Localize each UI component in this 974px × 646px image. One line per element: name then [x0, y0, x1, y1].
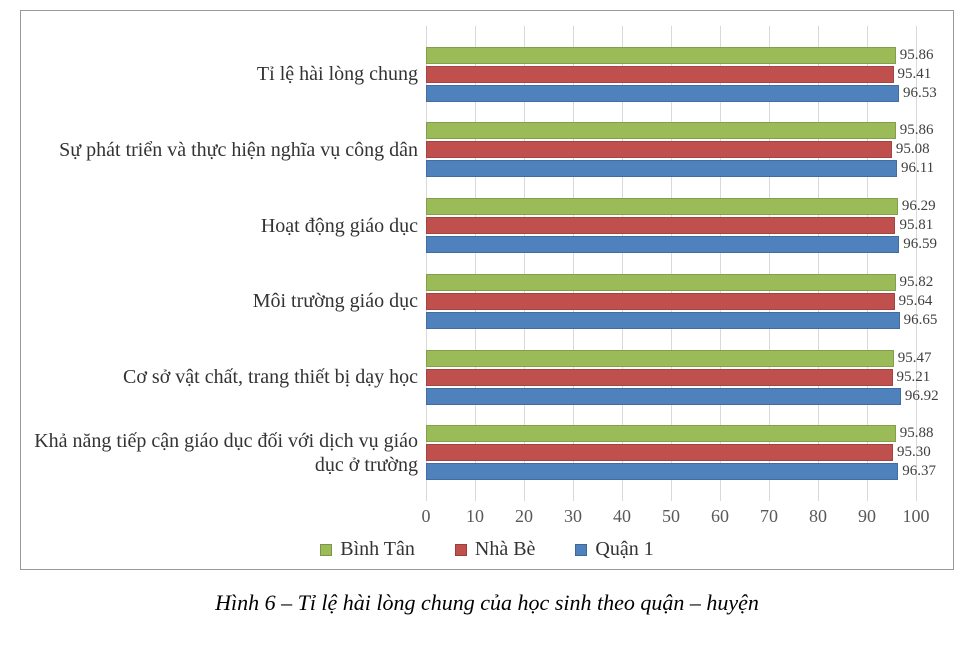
legend-swatch [455, 544, 467, 556]
bar [426, 122, 896, 139]
bar [426, 160, 897, 177]
bar-value-label: 96.92 [905, 388, 939, 405]
legend-swatch [320, 544, 332, 556]
x-tick-label: 20 [515, 506, 533, 527]
bar [426, 217, 895, 234]
x-tick-label: 40 [613, 506, 631, 527]
legend-label: Nhà Bè [475, 538, 536, 561]
bar-value-label: 95.81 [899, 217, 933, 234]
bar-value-label: 95.64 [899, 293, 933, 310]
category-label: Môi trường giáo dục [26, 274, 418, 329]
bar-value-label: 95.47 [898, 350, 932, 367]
bar-value-label: 95.30 [897, 444, 931, 461]
bar [426, 350, 894, 367]
x-tick-label: 50 [662, 506, 680, 527]
bar [426, 444, 893, 461]
category-label: Sự phát triển và thực hiện nghĩa vụ công… [26, 122, 418, 177]
chart-container: 0 10 20 30 40 50 60 70 80 90 100 95.86 95.41 96.53 95.… [20, 10, 954, 570]
category-label: Tỉ lệ hài lòng chung [26, 47, 418, 102]
x-tick-label: 70 [760, 506, 778, 527]
x-tick-label: 0 [422, 506, 431, 527]
legend-label: Quận 1 [595, 538, 653, 561]
x-tick-label: 80 [809, 506, 827, 527]
category-label: Khả năng tiếp cận giáo dục đối với dịch … [26, 425, 418, 480]
x-tick-label: 60 [711, 506, 729, 527]
bar-value-label: 96.53 [903, 85, 937, 102]
bar-value-label: 96.65 [904, 312, 938, 329]
bar-value-label: 95.41 [898, 66, 932, 83]
bar [426, 85, 899, 102]
category-label: Hoạt động giáo dục [26, 198, 418, 253]
bar [426, 47, 896, 64]
legend-item: Bình Tân [320, 538, 415, 561]
x-tick-label: 10 [466, 506, 484, 527]
bar [426, 293, 895, 310]
category-label: Cơ sở vật chất, trang thiết bị dạy học [26, 350, 418, 405]
bar [426, 274, 896, 291]
bar [426, 463, 898, 480]
x-tick-label: 30 [564, 506, 582, 527]
bar [426, 388, 901, 405]
bar-value-label: 95.21 [897, 369, 931, 386]
bar [426, 198, 898, 215]
x-tick-label: 90 [858, 506, 876, 527]
bar [426, 66, 894, 83]
legend-item: Nhà Bè [455, 538, 536, 561]
bar-value-label: 95.08 [896, 141, 930, 158]
bar-value-label: 96.37 [902, 463, 936, 480]
bar-value-label: 96.29 [902, 198, 936, 215]
bar [426, 425, 896, 442]
legend-swatch [575, 544, 587, 556]
bar-value-label: 95.82 [900, 274, 934, 291]
bar-value-label: 95.88 [900, 425, 934, 442]
x-tick-label: 100 [903, 506, 930, 527]
bar [426, 369, 893, 386]
bar-value-label: 95.86 [900, 47, 934, 64]
bar [426, 312, 900, 329]
figure-caption: Hình 6 – Tỉ lệ hài lòng chung của học si… [20, 590, 954, 616]
bar-value-label: 96.11 [901, 160, 934, 177]
bar-value-label: 96.59 [903, 236, 937, 253]
plot-area: 010203040506070809010095.8695.4196.5395.… [426, 26, 916, 501]
bar-value-label: 95.86 [900, 122, 934, 139]
legend-label: Bình Tân [340, 538, 415, 561]
bar [426, 236, 899, 253]
bar [426, 141, 892, 158]
legend: Bình Tân Nhà Bè Quận 1 [21, 538, 953, 561]
legend-item: Quận 1 [575, 538, 653, 561]
